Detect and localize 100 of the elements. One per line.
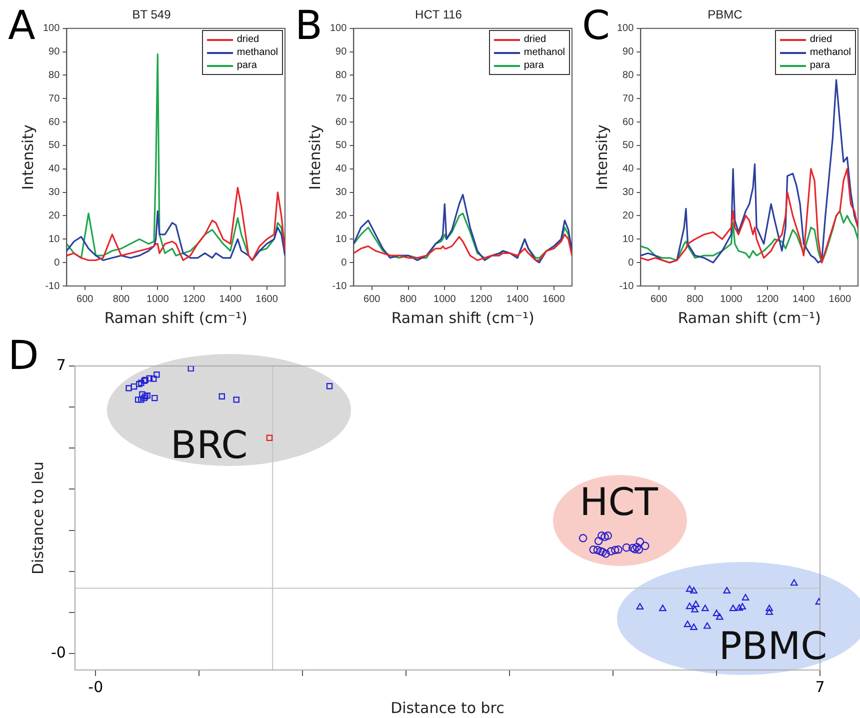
point [150,376,157,382]
chart-title: BT 549 [132,8,172,22]
y-tick-label: 90 [48,46,60,58]
point [766,604,773,612]
point [126,385,132,392]
x-tick-label: 1000 [720,294,743,305]
x-tick-label: 600 [364,294,381,305]
x-tick-label: 1600 [256,294,278,305]
x-tick-label: 600 [650,294,668,305]
x-axis-title: Raman shift (cm⁻¹) [391,308,534,327]
x-tick-label: 1000 [146,294,170,305]
point [596,547,605,556]
point [636,538,644,546]
legend-label: dried [524,34,546,46]
legend-label: dried [810,34,832,46]
point [634,545,644,554]
y-tick-label: 40 [48,164,60,175]
point [736,604,743,611]
x-axis-title: Raman shift (cm⁻¹) [104,308,248,327]
point [723,586,731,594]
y-tick-label: 10 [48,234,60,245]
point [146,375,153,382]
x-tick-label: 800 [112,294,130,305]
y-tick-label: 60 [336,116,348,128]
x-tick-label: 600 [76,294,94,305]
y-tick-label: 0 [341,257,348,268]
x-tick-label: 1200 [182,294,206,305]
point [589,545,598,554]
x-tick-label: 1400 [219,294,242,305]
legend-label: para [236,60,257,72]
y-tick-label: 10 [336,234,348,245]
point [610,546,620,554]
y-tick-label: 20 [48,210,60,222]
point [690,624,698,630]
point [218,393,225,400]
point [691,606,698,612]
y-tick-label: 60 [622,116,634,128]
y-tick-label: 50 [622,140,634,152]
y-tick-label: 30 [48,187,60,198]
point [659,604,666,612]
legend-label: methanol [810,47,851,58]
point [600,532,609,542]
y-tick-label: 100 [616,23,634,34]
point [790,579,798,586]
y-tick-label: 40 [336,164,348,175]
y-tick-label: 20 [622,210,634,222]
y-tick-label: 60 [48,116,60,128]
annotation: BRC [170,423,248,468]
point [233,396,240,403]
point [578,534,588,542]
legend-label: para [524,60,544,72]
y-tick-label: 0 [628,257,634,268]
x-tick-label: 1600 [542,294,566,305]
point [701,604,709,612]
point [704,622,711,629]
point [622,543,631,552]
point [141,394,148,402]
x-tick-label: 1000 [434,294,456,305]
point [136,380,142,388]
point [690,586,698,594]
point [742,594,750,600]
y-tick-label: 30 [622,187,634,198]
y-axis-title: Intensity [306,124,324,190]
point [144,392,150,399]
y-axis-title: Intensity [18,124,37,190]
point [686,602,694,610]
y-tick-label: 70 [336,93,348,104]
x-axis-title: Distance to brc [390,698,504,717]
point [606,547,616,556]
y-tick-label: 20 [336,210,348,222]
point [138,380,144,386]
point [130,383,138,390]
point [686,585,694,592]
x-tick-label: 1400 [506,294,529,305]
legend-label: para [810,60,830,72]
y-axis-title: Distance to leu [28,461,47,575]
y-tick-label: -10 [332,280,348,292]
legend-label: methanol [524,47,565,58]
point [598,532,606,540]
point [594,536,603,546]
point [602,550,610,558]
y-tick-label: 50 [336,140,348,152]
point [139,391,146,398]
point [738,602,746,610]
point [138,396,144,403]
y-tick-label: 90 [622,46,634,58]
y-tick-label: 40 [622,164,634,175]
point [266,434,273,441]
point [604,532,612,540]
y-tick-label: 70 [622,93,634,104]
point [326,383,333,390]
legend-label: methanol [236,47,278,58]
x-tick-label: 1200 [470,294,493,305]
point [188,366,194,372]
y-tick-label: 7 [56,356,66,374]
point [640,542,650,550]
point [684,620,692,628]
y-tick-label: 80 [48,70,60,81]
point [692,600,700,608]
point [598,548,607,556]
